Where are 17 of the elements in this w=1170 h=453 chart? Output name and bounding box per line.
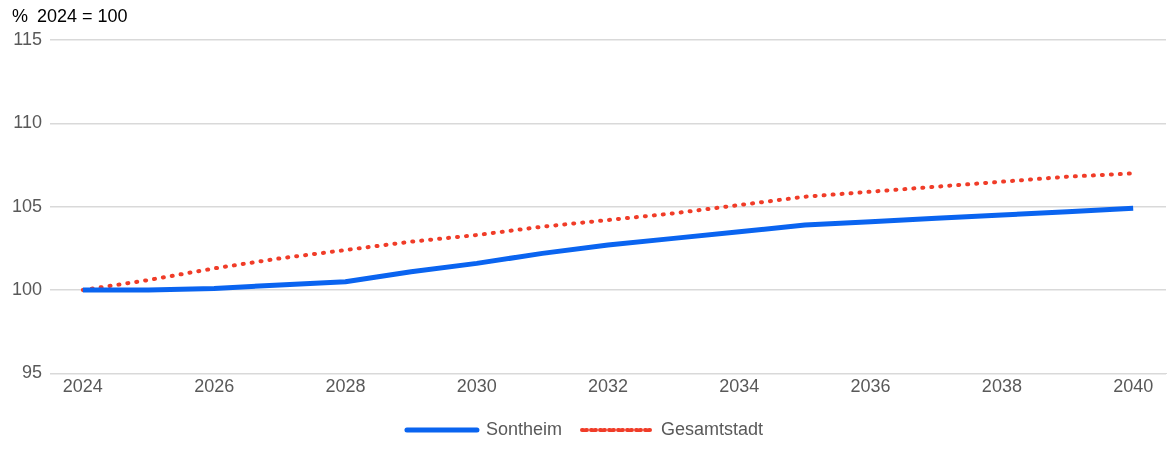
y-tick-label: 95 [22,362,43,383]
x-tick-label: 2040 [1113,376,1154,397]
y-tick-label: 110 [13,112,43,133]
x-tick-label: 2038 [981,376,1022,397]
x-tick-label: 2032 [587,376,629,397]
x-tick-label: 2026 [194,376,235,397]
x-tick-label: 2028 [325,376,366,397]
legend-label: Sontheim [485,418,562,439]
x-tick-label: 2036 [850,376,891,397]
y-tick-label: 100 [11,279,43,300]
legend-label: Gesamtstadt [661,418,764,439]
y-tick-label: 105 [11,195,43,216]
y-axis-title: % 2024 = 100 [12,5,128,26]
x-tick-label: 2034 [719,376,760,397]
y-tick-label: 115 [13,28,43,49]
x-tick-label: 2030 [456,376,497,397]
x-tick-label: 2024 [62,376,103,397]
